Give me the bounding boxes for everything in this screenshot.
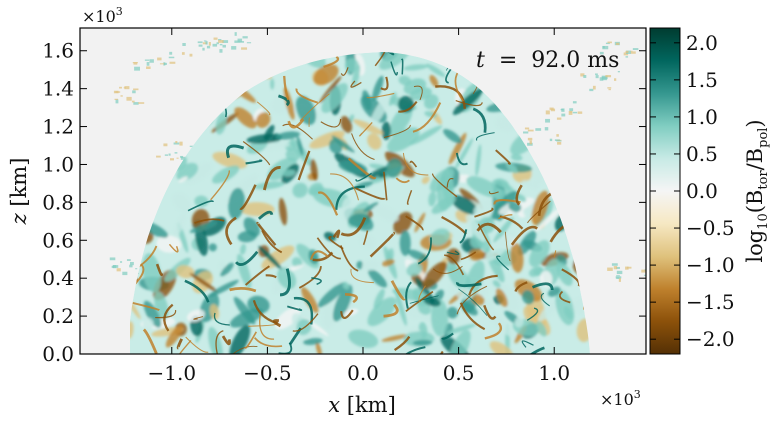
x-tick-label: −0.5 (243, 361, 292, 385)
y-tick-label: 1.6 (42, 39, 74, 63)
x-tick-label: 1.0 (538, 361, 570, 385)
colorbar-label: log10(Btor/Bpol) (743, 119, 771, 262)
colorbar-tick-label: 1.0 (686, 105, 718, 129)
x-axis-multiplier: ×103 (600, 388, 641, 409)
x-tick-label: 0.0 (347, 361, 379, 385)
colorbar-tick-label: 0.0 (686, 179, 718, 203)
colorbar-tick-label: −2.0 (686, 327, 735, 351)
time-annotation: t = 92.0 ms (476, 48, 619, 73)
y-axis-multiplier: ×103 (82, 5, 123, 26)
y-tick-label: 0.2 (42, 304, 74, 328)
x-axis-label: x [km] (328, 393, 396, 417)
y-axis-label: z [km] (7, 158, 31, 226)
y-axis: 0.0 0.2 0.4 0.6 0.8 1.0 1.2 1.4 1.6 (42, 39, 646, 366)
x-tick-label: −1.0 (147, 361, 196, 385)
colorbar-ticks: −2.0 −1.5 −1.0 −0.5 0.0 0.5 1.0 1.5 2.0 (650, 31, 735, 351)
colorbar-tick-label: −1.0 (686, 253, 735, 277)
x-axis: −1.0 −0.5 0.0 0.5 1.0 (147, 28, 570, 385)
y-tick-label: 1.2 (42, 115, 74, 139)
y-tick-label: 0.8 (42, 190, 74, 214)
colorbar-tick-label: 2.0 (686, 31, 718, 55)
x-tick-label: 0.5 (443, 361, 475, 385)
y-tick-label: 1.0 (42, 152, 74, 176)
colorbar-tick-label: −1.5 (686, 290, 735, 314)
colorbar-tick-label: 1.5 (686, 68, 718, 92)
y-tick-label: 0.0 (42, 342, 74, 366)
y-tick-label: 0.6 (42, 228, 74, 252)
colorbar-tick-label: −0.5 (686, 216, 735, 240)
colorbar-tick-label: 0.5 (686, 142, 718, 166)
y-tick-label: 0.4 (42, 266, 74, 290)
y-tick-label: 1.4 (42, 77, 74, 101)
